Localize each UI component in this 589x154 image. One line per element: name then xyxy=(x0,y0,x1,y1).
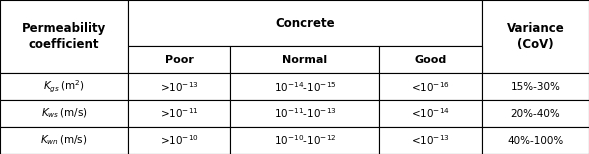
Bar xyxy=(0,73,128,100)
Text: >10$^{-10}$: >10$^{-10}$ xyxy=(160,134,198,147)
Text: $K_{wn}\,(\mathrm{m/s})$: $K_{wn}\,(\mathrm{m/s})$ xyxy=(40,134,88,147)
Bar xyxy=(482,127,589,154)
Text: 10$^{-11}$-10$^{-13}$: 10$^{-11}$-10$^{-13}$ xyxy=(273,107,336,120)
Bar xyxy=(230,73,379,100)
Bar xyxy=(230,100,379,127)
Text: Poor: Poor xyxy=(165,55,194,65)
Text: <10$^{-14}$: <10$^{-14}$ xyxy=(411,107,450,120)
Bar xyxy=(379,100,482,127)
Text: Good: Good xyxy=(415,55,446,65)
Text: <10$^{-16}$: <10$^{-16}$ xyxy=(411,80,450,93)
Text: $K_{gs}\,(\mathrm{m}^2)$: $K_{gs}\,(\mathrm{m}^2)$ xyxy=(43,79,85,95)
Bar xyxy=(128,46,230,73)
Bar xyxy=(230,127,379,154)
Bar xyxy=(482,0,589,73)
Text: 10$^{-10}$-10$^{-12}$: 10$^{-10}$-10$^{-12}$ xyxy=(274,134,336,147)
Bar xyxy=(128,73,230,100)
Bar xyxy=(0,100,128,127)
Text: 15%-30%: 15%-30% xyxy=(511,82,560,92)
Bar xyxy=(379,127,482,154)
Text: Normal: Normal xyxy=(282,55,327,65)
Bar xyxy=(482,100,589,127)
Text: <10$^{-13}$: <10$^{-13}$ xyxy=(411,134,450,147)
Bar xyxy=(379,46,482,73)
Text: >10$^{-13}$: >10$^{-13}$ xyxy=(160,80,198,93)
Text: Permeability
coefficient: Permeability coefficient xyxy=(22,22,106,51)
Bar xyxy=(128,100,230,127)
Text: $K_{ws}\,(\mathrm{m/s})$: $K_{ws}\,(\mathrm{m/s})$ xyxy=(41,107,87,120)
Text: 10$^{-14}$-10$^{-15}$: 10$^{-14}$-10$^{-15}$ xyxy=(273,80,336,93)
Text: 40%-100%: 40%-100% xyxy=(507,136,564,146)
Bar xyxy=(128,0,482,46)
Text: 20%-40%: 20%-40% xyxy=(511,109,560,119)
Bar xyxy=(482,73,589,100)
Bar xyxy=(0,127,128,154)
Bar xyxy=(379,73,482,100)
Text: Variance
(CoV): Variance (CoV) xyxy=(507,22,564,51)
Bar xyxy=(230,46,379,73)
Text: >10$^{-11}$: >10$^{-11}$ xyxy=(160,107,198,120)
Bar xyxy=(0,0,128,73)
Bar xyxy=(128,127,230,154)
Text: Concrete: Concrete xyxy=(275,17,335,30)
